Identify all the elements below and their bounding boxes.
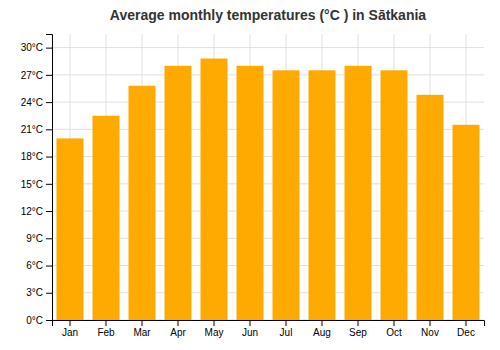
bar [57, 138, 84, 320]
x-tick: Dec [457, 320, 475, 338]
y-tick-mark [46, 238, 52, 239]
y-tick-label: 24°C [21, 97, 43, 108]
x-tick: Apr [170, 320, 186, 338]
x-tick-mark [250, 320, 251, 326]
y-tick: 3°C [26, 287, 52, 298]
x-tick-label: Feb [97, 327, 115, 338]
y-tick-mark [46, 320, 52, 321]
bars [57, 59, 480, 320]
bar [93, 116, 120, 320]
x-tick-label: Aug [313, 327, 331, 338]
y-tick-label: 18°C [21, 151, 43, 162]
y-tick: 21°C [21, 124, 52, 135]
x-tick-label: May [205, 327, 224, 338]
title: Average monthly temperatures (°C ) in Sā… [110, 7, 426, 23]
x-tick-mark [142, 320, 143, 326]
x-tick-mark [358, 320, 359, 326]
y-tick: 30°C [21, 42, 52, 53]
x-tick: Sep [349, 320, 367, 338]
x-tick-mark [286, 320, 287, 326]
y-tick-mark [46, 266, 52, 267]
y-tick-mark [46, 129, 52, 130]
y-tick-mark [46, 102, 52, 103]
x-tick: Jul [280, 320, 293, 338]
x-tick-label: Jan [62, 327, 78, 338]
x-tick-label: Apr [170, 327, 186, 338]
x-tick-mark [178, 320, 179, 326]
y-tick-label: 6°C [26, 260, 43, 271]
bar [381, 70, 408, 320]
grid [52, 34, 484, 320]
bar [273, 70, 300, 320]
x-tick: Oct [386, 320, 402, 338]
plot: Jan Feb Mar Apr May Jun Jul Aug Sep Oct Nov Dec 0°C 3… [21, 34, 485, 338]
bar [237, 66, 264, 320]
x-tick-label: Dec [457, 327, 475, 338]
x-tick-label: Nov [421, 327, 439, 338]
y-tick-mark [46, 75, 52, 76]
x-axis: Jan Feb Mar Apr May Jun Jul Aug Sep Oct Nov Dec [53, 320, 485, 338]
grid-line-y [52, 74, 484, 75]
x-tick: Jan [62, 320, 78, 338]
x-tick: Nov [421, 320, 439, 338]
y-tick-mark [46, 211, 52, 212]
y-tick: 9°C [26, 233, 52, 244]
y-tick: 27°C [21, 70, 52, 81]
y-tick-label: 9°C [26, 233, 43, 244]
x-tick: Mar [133, 320, 151, 338]
x-tick-label: Jul [280, 327, 293, 338]
y-tick: 0°C [26, 315, 52, 326]
x-tick-mark [430, 320, 431, 326]
x-tick-mark [466, 320, 467, 326]
x-tick: Feb [97, 320, 115, 338]
y-tick: 24°C [21, 97, 52, 108]
bar [129, 86, 156, 320]
x-tick: Aug [313, 320, 331, 338]
y-tick-mark [46, 157, 52, 158]
x-tick-label: Mar [133, 327, 151, 338]
x-tick: Jun [242, 320, 258, 338]
bar [345, 66, 372, 320]
bar [417, 95, 444, 320]
y-tick-mark [46, 48, 52, 49]
y-tick-label: 27°C [21, 70, 43, 81]
y-tick-mark [46, 184, 52, 185]
y-tick: 6°C [26, 260, 52, 271]
chart: Jan Feb Mar Apr May Jun Jul Aug Sep Oct Nov Dec 0°C 3… [0, 0, 500, 350]
y-tick-mark [46, 293, 52, 294]
x-tick-mark [322, 320, 323, 326]
y-tick: 15°C [21, 179, 52, 190]
y-tick: 18°C [21, 151, 52, 162]
y-axis-line [46, 35, 53, 321]
bar [165, 66, 192, 320]
x-tick-label: Oct [386, 327, 402, 338]
bar [309, 70, 336, 320]
y-tick-label: 30°C [21, 42, 43, 53]
y-tick: 12°C [21, 206, 52, 217]
x-tick-mark [394, 320, 395, 326]
x-axis-line [53, 321, 485, 327]
grid-line-y [52, 47, 484, 48]
y-tick-label: 21°C [21, 124, 43, 135]
x-tick-label: Sep [349, 327, 367, 338]
bar [201, 59, 228, 320]
x-tick-label: Jun [242, 327, 258, 338]
x-tick-mark [70, 320, 71, 326]
x-tick: May [205, 320, 224, 338]
y-tick-label: 15°C [21, 179, 43, 190]
y-tick-label: 12°C [21, 206, 43, 217]
y-axis: 0°C 3°C 6°C 9°C 12°C 15°C 18°C 21°C 24°C 27°C 30°C [21, 35, 53, 326]
x-tick-mark [106, 320, 107, 326]
y-tick-label: 3°C [26, 287, 43, 298]
bar [453, 125, 480, 320]
x-tick-mark [214, 320, 215, 326]
y-tick-label: 0°C [26, 315, 43, 326]
